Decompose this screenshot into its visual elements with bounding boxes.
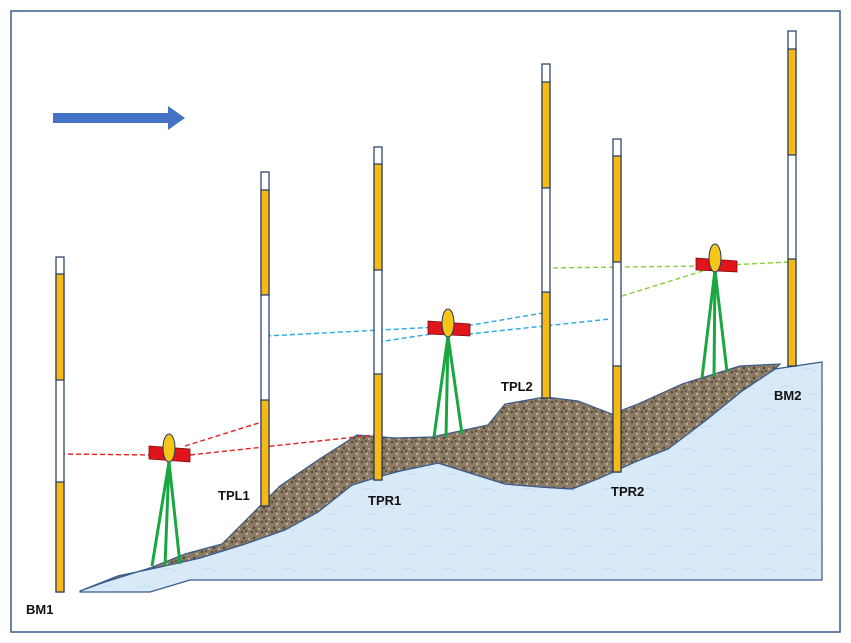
- label-tpl1: TPL1: [218, 488, 250, 503]
- staff-tpl1: [260, 171, 270, 507]
- label-tpl2: TPL2: [501, 379, 533, 394]
- label-bm1: BM1: [26, 602, 53, 617]
- level-instrument-3: [695, 243, 738, 379]
- staff-tpl2: [541, 63, 551, 399]
- staff-bm1: [55, 256, 65, 593]
- tripod-1: [150, 461, 182, 567]
- staff-tpr2: [612, 138, 622, 473]
- lens-2: [441, 308, 455, 338]
- level-instrument-2: [427, 308, 471, 438]
- tripod-2: [432, 335, 464, 438]
- ground-layer: [79, 363, 782, 592]
- staff-tpr1: [373, 146, 383, 481]
- label-tpr2: TPR2: [611, 484, 644, 499]
- sight-lines-setup-2: [265, 312, 611, 343]
- level-instrument-1: [148, 433, 191, 567]
- lens-1: [162, 433, 176, 463]
- tripod-3: [700, 269, 729, 379]
- label-bm2: BM2: [774, 388, 801, 403]
- direction-arrow-icon: [53, 106, 185, 130]
- lens-3: [708, 243, 722, 273]
- sight-lines-setup-1: [59, 421, 375, 456]
- staff-bm2: [787, 30, 797, 367]
- label-tpr1: TPR1: [368, 493, 401, 508]
- sight-lines-setup-3: [544, 261, 790, 297]
